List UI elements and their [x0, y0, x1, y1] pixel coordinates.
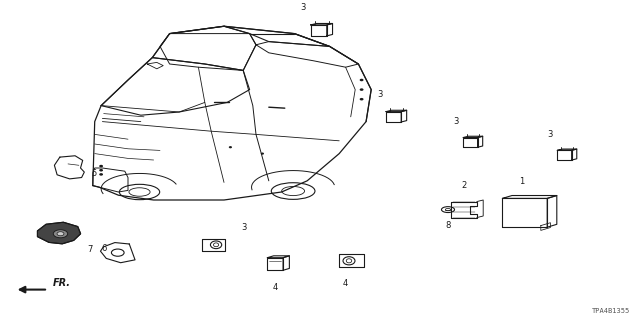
Text: 3: 3 [377, 90, 382, 99]
Text: 8: 8 [445, 221, 451, 230]
Text: 4: 4 [343, 279, 348, 288]
Text: 3: 3 [300, 3, 305, 12]
Text: FR.: FR. [53, 278, 71, 288]
Polygon shape [37, 222, 81, 244]
Ellipse shape [57, 232, 64, 236]
Text: 4: 4 [273, 283, 278, 292]
Text: 2: 2 [461, 181, 467, 190]
Ellipse shape [360, 88, 364, 91]
Text: 3: 3 [242, 223, 247, 232]
Ellipse shape [229, 146, 232, 148]
Ellipse shape [360, 98, 364, 100]
Text: 3: 3 [454, 117, 459, 126]
Ellipse shape [99, 173, 103, 176]
Text: 7: 7 [87, 245, 92, 254]
Ellipse shape [99, 165, 103, 167]
Text: 1: 1 [519, 177, 524, 186]
Ellipse shape [360, 79, 364, 81]
Ellipse shape [99, 169, 103, 172]
Ellipse shape [261, 152, 264, 155]
Text: 6: 6 [101, 244, 106, 253]
Text: 5: 5 [92, 169, 97, 178]
Ellipse shape [53, 230, 68, 238]
Text: 3: 3 [548, 130, 553, 139]
Text: TPA4B1355: TPA4B1355 [592, 308, 630, 314]
